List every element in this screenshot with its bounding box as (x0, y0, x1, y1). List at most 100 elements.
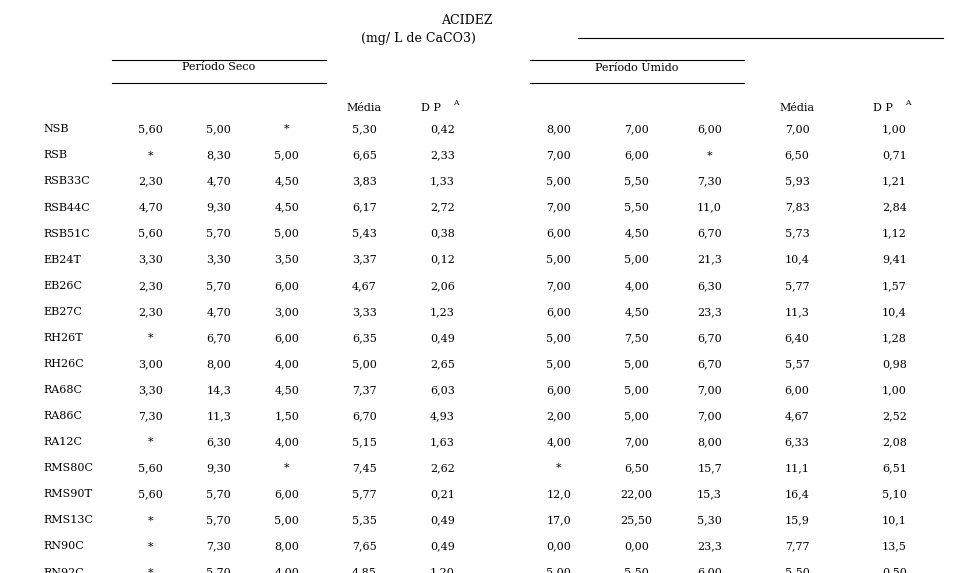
Text: 4,50: 4,50 (274, 176, 299, 186)
Text: 2,00: 2,00 (546, 411, 572, 421)
Text: 9,41: 9,41 (882, 254, 907, 265)
Text: 5,43: 5,43 (352, 229, 377, 238)
Text: 5,00: 5,00 (274, 516, 299, 525)
Text: 5,00: 5,00 (274, 229, 299, 238)
Text: 21,3: 21,3 (697, 254, 722, 265)
Text: 1,23: 1,23 (430, 307, 455, 317)
Text: 5,00: 5,00 (352, 359, 377, 369)
Text: 7,50: 7,50 (624, 333, 649, 343)
Text: 4,67: 4,67 (784, 411, 810, 421)
Text: 9,30: 9,30 (206, 202, 231, 213)
Text: 7,00: 7,00 (697, 385, 722, 395)
Text: 6,30: 6,30 (206, 437, 231, 447)
Text: 6,00: 6,00 (546, 229, 572, 238)
Text: 0,42: 0,42 (430, 124, 455, 134)
Text: 5,70: 5,70 (206, 489, 231, 499)
Text: NSB: NSB (44, 124, 69, 134)
Text: 7,00: 7,00 (697, 411, 722, 421)
Text: *: * (148, 437, 154, 447)
Text: 10,4: 10,4 (882, 307, 907, 317)
Text: 0,00: 0,00 (546, 541, 572, 551)
Text: 2,06: 2,06 (430, 281, 455, 291)
Text: 2,08: 2,08 (882, 437, 907, 447)
Text: 5,00: 5,00 (624, 359, 649, 369)
Text: 3,00: 3,00 (274, 307, 299, 317)
Text: 4,00: 4,00 (274, 437, 299, 447)
Text: 1,28: 1,28 (882, 333, 907, 343)
Text: 15,7: 15,7 (697, 463, 722, 473)
Text: *: * (284, 463, 290, 473)
Text: 6,17: 6,17 (352, 202, 377, 213)
Text: 6,00: 6,00 (697, 124, 722, 134)
Text: 6,70: 6,70 (697, 229, 722, 238)
Text: 6,70: 6,70 (697, 359, 722, 369)
Text: 5,30: 5,30 (352, 124, 377, 134)
Text: 4,00: 4,00 (546, 437, 572, 447)
Text: 1,57: 1,57 (882, 281, 907, 291)
Text: 0,38: 0,38 (430, 229, 455, 238)
Text: 6,35: 6,35 (352, 333, 377, 343)
Text: 5,73: 5,73 (784, 229, 810, 238)
Text: 5,60: 5,60 (138, 489, 163, 499)
Text: 5,60: 5,60 (138, 229, 163, 238)
Text: 7,30: 7,30 (138, 411, 163, 421)
Text: 5,15: 5,15 (352, 437, 377, 447)
Text: RSB: RSB (44, 150, 68, 160)
Text: 3,83: 3,83 (352, 176, 377, 186)
Text: D P: D P (421, 103, 440, 113)
Text: 6,00: 6,00 (274, 489, 299, 499)
Text: 8,00: 8,00 (206, 359, 231, 369)
Text: 0,50: 0,50 (882, 567, 907, 573)
Text: RSB33C: RSB33C (44, 176, 90, 186)
Text: 3,00: 3,00 (138, 359, 163, 369)
Text: EB24T: EB24T (44, 254, 82, 265)
Text: 5,00: 5,00 (546, 254, 572, 265)
Text: 11,1: 11,1 (784, 463, 810, 473)
Text: 0,12: 0,12 (430, 254, 455, 265)
Text: 4,70: 4,70 (206, 176, 231, 186)
Text: 4,00: 4,00 (274, 359, 299, 369)
Text: RA68C: RA68C (44, 385, 83, 395)
Text: 6,65: 6,65 (352, 150, 377, 160)
Text: 7,37: 7,37 (352, 385, 377, 395)
Text: 1,00: 1,00 (882, 385, 907, 395)
Text: RA86C: RA86C (44, 411, 83, 421)
Text: RMS13C: RMS13C (44, 516, 93, 525)
Text: 0,49: 0,49 (430, 333, 455, 343)
Text: 12,0: 12,0 (546, 489, 572, 499)
Text: *: * (148, 333, 154, 343)
Text: 7,77: 7,77 (784, 541, 810, 551)
Text: 15,9: 15,9 (784, 516, 810, 525)
Text: 5,35: 5,35 (352, 516, 377, 525)
Text: 5,77: 5,77 (784, 281, 810, 291)
Text: 5,00: 5,00 (624, 385, 649, 395)
Text: 5,93: 5,93 (784, 176, 810, 186)
Text: 5,70: 5,70 (206, 281, 231, 291)
Text: D P: D P (873, 103, 892, 113)
Text: 5,70: 5,70 (206, 229, 231, 238)
Text: 6,50: 6,50 (784, 150, 810, 160)
Text: 6,00: 6,00 (274, 333, 299, 343)
Text: 3,33: 3,33 (352, 307, 377, 317)
Text: 22,00: 22,00 (621, 489, 652, 499)
Text: RA12C: RA12C (44, 437, 83, 447)
Text: 1,00: 1,00 (882, 124, 907, 134)
Text: 8,00: 8,00 (274, 541, 299, 551)
Text: 4,93: 4,93 (430, 411, 455, 421)
Text: 0,21: 0,21 (430, 489, 455, 499)
Text: 4,00: 4,00 (274, 567, 299, 573)
Text: RSB44C: RSB44C (44, 202, 90, 213)
Text: 6,30: 6,30 (697, 281, 722, 291)
Text: 5,00: 5,00 (624, 254, 649, 265)
Text: *: * (284, 124, 290, 134)
Text: 1,33: 1,33 (430, 176, 455, 186)
Text: 4,50: 4,50 (624, 307, 649, 317)
Text: 2,65: 2,65 (430, 359, 455, 369)
Text: 4,00: 4,00 (624, 281, 649, 291)
Text: 6,50: 6,50 (624, 463, 649, 473)
Text: 0,00: 0,00 (624, 541, 649, 551)
Text: ACIDEZ: ACIDEZ (441, 14, 492, 28)
Text: 2,84: 2,84 (882, 202, 907, 213)
Text: 5,70: 5,70 (206, 567, 231, 573)
Text: 11,3: 11,3 (206, 411, 231, 421)
